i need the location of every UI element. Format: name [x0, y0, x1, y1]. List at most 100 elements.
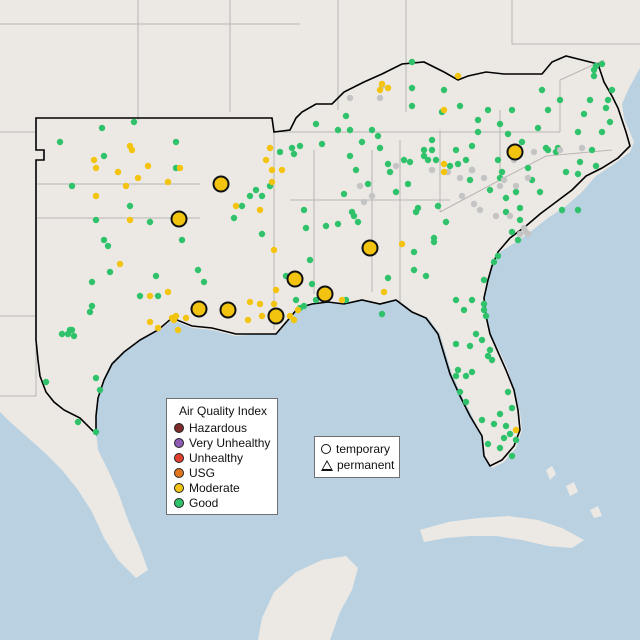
good-monitor-marker[interactable] — [562, 168, 570, 176]
good-monitor-marker[interactable] — [494, 156, 502, 164]
moderate-monitor-marker[interactable] — [144, 162, 152, 170]
good-monitor-marker[interactable] — [504, 388, 512, 396]
moderate-monitor-marker[interactable] — [258, 312, 266, 320]
good-monitor-marker[interactable] — [194, 266, 202, 274]
good-monitor-marker[interactable] — [496, 444, 504, 452]
good-monitor-marker[interactable] — [292, 296, 300, 304]
good-monitor-marker[interactable] — [276, 148, 284, 156]
good-monitor-marker[interactable] — [484, 440, 492, 448]
good-monitor-marker[interactable] — [428, 136, 436, 144]
good-monitor-marker[interactable] — [104, 242, 112, 250]
good-monitor-marker[interactable] — [592, 162, 600, 170]
good-monitor-marker[interactable] — [100, 152, 108, 160]
good-monitor-marker[interactable] — [368, 126, 376, 134]
good-monitor-marker[interactable] — [92, 428, 100, 436]
good-monitor-marker[interactable] — [68, 326, 76, 334]
no-data-monitor-marker[interactable] — [392, 162, 400, 170]
good-monitor-marker[interactable] — [434, 202, 442, 210]
good-monitor-marker[interactable] — [406, 158, 414, 166]
moderate-monitor-marker[interactable] — [378, 80, 386, 88]
moderate-monitor-marker[interactable] — [92, 192, 100, 200]
good-monitor-marker[interactable] — [474, 128, 482, 136]
good-monitor-marker[interactable] — [452, 372, 460, 380]
good-monitor-marker[interactable] — [378, 310, 386, 318]
good-monitor-marker[interactable] — [56, 138, 64, 146]
moderate-monitor-marker[interactable] — [262, 156, 270, 164]
no-data-monitor-marker[interactable] — [346, 94, 354, 102]
good-monitor-marker[interactable] — [428, 146, 436, 154]
good-monitor-marker[interactable] — [154, 292, 162, 300]
good-monitor-marker[interactable] — [300, 302, 308, 310]
good-monitor-marker[interactable] — [460, 306, 468, 314]
no-data-monitor-marker[interactable] — [516, 230, 524, 238]
good-monitor-marker[interactable] — [92, 216, 100, 224]
no-data-monitor-marker[interactable] — [556, 146, 564, 154]
good-monitor-marker[interactable] — [482, 312, 490, 320]
good-monitor-marker[interactable] — [342, 112, 350, 120]
good-monitor-marker[interactable] — [408, 84, 416, 92]
good-monitor-marker[interactable] — [346, 152, 354, 160]
moderate-monitor-marker[interactable] — [182, 314, 190, 322]
good-monitor-marker[interactable] — [462, 398, 470, 406]
good-monitor-marker[interactable] — [592, 62, 600, 70]
good-monitor-marker[interactable] — [306, 256, 314, 264]
moderate-monitor-marker[interactable] — [454, 72, 462, 80]
good-monitor-marker[interactable] — [404, 180, 412, 188]
no-data-monitor-marker[interactable] — [506, 212, 514, 220]
moderate-monitor-marker[interactable] — [290, 316, 298, 324]
good-monitor-marker[interactable] — [474, 116, 482, 124]
good-monitor-marker[interactable] — [512, 436, 520, 444]
moderate-monitor-marker[interactable] — [164, 178, 172, 186]
moderate-monitor-marker[interactable] — [376, 86, 384, 94]
good-monitor-marker[interactable] — [478, 416, 486, 424]
good-monitor-marker[interactable] — [308, 280, 316, 288]
good-monitor-marker[interactable] — [410, 266, 418, 274]
good-monitor-marker[interactable] — [374, 132, 382, 140]
good-monitor-marker[interactable] — [506, 430, 514, 438]
temporary-monitor-marker[interactable] — [190, 300, 208, 318]
temporary-monitor-marker[interactable] — [361, 239, 379, 257]
moderate-monitor-marker[interactable] — [114, 168, 122, 176]
good-monitor-marker[interactable] — [410, 248, 418, 256]
good-monitor-marker[interactable] — [604, 96, 612, 104]
moderate-monitor-marker[interactable] — [286, 312, 294, 320]
moderate-monitor-marker[interactable] — [116, 260, 124, 268]
good-monitor-marker[interactable] — [500, 434, 508, 442]
temporary-monitor-marker[interactable] — [170, 210, 188, 228]
good-monitor-marker[interactable] — [472, 330, 480, 338]
good-monitor-marker[interactable] — [462, 372, 470, 380]
good-monitor-marker[interactable] — [508, 228, 516, 236]
good-monitor-marker[interactable] — [502, 208, 510, 216]
moderate-monitor-marker[interactable] — [170, 316, 178, 324]
good-monitor-marker[interactable] — [452, 340, 460, 348]
no-data-monitor-marker[interactable] — [496, 182, 504, 190]
temporary-monitor-marker[interactable] — [219, 301, 237, 319]
good-monitor-marker[interactable] — [290, 150, 298, 158]
good-monitor-marker[interactable] — [490, 420, 498, 428]
good-monitor-marker[interactable] — [400, 156, 408, 164]
good-monitor-marker[interactable] — [146, 218, 154, 226]
good-monitor-marker[interactable] — [588, 146, 596, 154]
no-data-monitor-marker[interactable] — [428, 166, 436, 174]
good-monitor-marker[interactable] — [580, 110, 588, 118]
temporary-monitor-marker[interactable] — [316, 285, 334, 303]
moderate-monitor-marker[interactable] — [272, 286, 280, 294]
good-monitor-marker[interactable] — [200, 278, 208, 286]
moderate-monitor-marker[interactable] — [244, 316, 252, 324]
good-monitor-marker[interactable] — [452, 296, 460, 304]
good-monitor-marker[interactable] — [590, 72, 598, 80]
good-monitor-marker[interactable] — [480, 300, 488, 308]
moderate-monitor-marker[interactable] — [380, 288, 388, 296]
moderate-monitor-marker[interactable] — [440, 106, 448, 114]
good-monitor-marker[interactable] — [496, 410, 504, 418]
good-monitor-marker[interactable] — [424, 156, 432, 164]
moderate-monitor-marker[interactable] — [266, 144, 274, 152]
good-monitor-marker[interactable] — [334, 220, 342, 228]
good-monitor-marker[interactable] — [574, 170, 582, 178]
no-data-monitor-marker[interactable] — [476, 206, 484, 214]
good-monitor-marker[interactable] — [508, 106, 516, 114]
good-monitor-marker[interactable] — [480, 276, 488, 284]
good-monitor-marker[interactable] — [408, 102, 416, 110]
good-monitor-marker[interactable] — [432, 156, 440, 164]
